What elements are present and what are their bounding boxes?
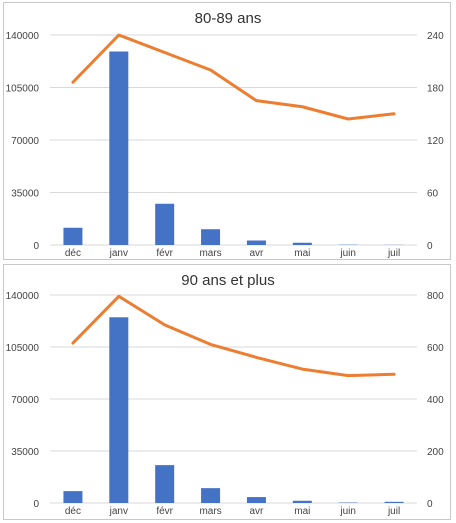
bar — [384, 501, 404, 503]
category-tick-label: déc — [65, 506, 81, 517]
left-axis-tick-label: 35000 — [11, 447, 39, 458]
category-tick-label: juin — [339, 506, 356, 517]
right-axis-tick-label: 200 — [427, 447, 444, 458]
right-axis-tick-label: 0 — [427, 499, 433, 510]
chart-panel-80-89: 80-89 ans 0 0 35000 60 70000 120 105000 180 1400… — [3, 2, 451, 260]
right-axis-tick-label: 120 — [427, 136, 444, 147]
category-tick-label: avr — [249, 506, 264, 517]
category-tick-label: mai — [294, 506, 310, 517]
category-tick-label: févr — [156, 506, 173, 517]
category-tick-label: févr — [156, 248, 173, 259]
bar — [155, 465, 175, 503]
left-axis-tick-label: 0 — [33, 499, 39, 510]
bar — [63, 227, 83, 245]
chart-80-89: 80-89 ans 0 0 35000 60 70000 120 105000 180 1400… — [6, 10, 444, 259]
bar — [201, 488, 221, 503]
bar — [155, 203, 175, 245]
bar — [201, 229, 221, 245]
category-tick-label: juin — [339, 248, 356, 259]
category-tick-label: juil — [387, 248, 400, 259]
bar — [246, 497, 266, 503]
category-tick-label: déc — [65, 248, 81, 259]
category-tick-label: mars — [199, 248, 221, 259]
right-axis-tick-label: 400 — [427, 395, 444, 406]
category-tick-label: mars — [199, 506, 221, 517]
right-axis-tick-label: 180 — [427, 84, 444, 95]
category-tick-label: mai — [294, 248, 310, 259]
bar — [63, 491, 83, 503]
left-axis-tick-label: 105000 — [6, 84, 40, 95]
left-axis-tick-label: 35000 — [11, 189, 39, 200]
right-axis-tick-label: 600 — [427, 343, 444, 354]
category-tick-label: avr — [249, 248, 264, 259]
chart-panel-90-plus: 90 ans et plus 0 0 35000 200 70000 400 105000 6… — [3, 264, 451, 520]
left-axis-tick-label: 105000 — [6, 343, 40, 354]
bar — [292, 500, 312, 503]
right-axis-tick-label: 240 — [427, 31, 444, 42]
bar — [109, 317, 129, 503]
chart-90-plus: 90 ans et plus 0 0 35000 200 70000 400 105000 6… — [6, 272, 444, 517]
right-axis-tick-label: 60 — [427, 189, 439, 200]
left-axis-tick-label: 70000 — [11, 395, 39, 406]
left-axis-tick-label: 140000 — [6, 291, 40, 302]
right-axis-tick-label: 0 — [427, 241, 433, 252]
bar — [109, 51, 129, 245]
category-tick-label: janv — [109, 248, 128, 259]
category-tick-label: juil — [387, 506, 400, 517]
left-axis-tick-label: 140000 — [6, 31, 40, 42]
bar — [246, 240, 266, 245]
left-axis-tick-label: 70000 — [11, 136, 39, 147]
category-tick-label: janv — [109, 506, 128, 517]
left-axis-tick-label: 0 — [33, 241, 39, 252]
right-axis-tick-label: 800 — [427, 291, 444, 302]
chart-title: 80-89 ans — [195, 10, 262, 27]
chart-title: 90 ans et plus — [181, 272, 274, 289]
bar — [292, 242, 312, 245]
line-series — [71, 294, 396, 378]
line-series — [71, 33, 396, 121]
